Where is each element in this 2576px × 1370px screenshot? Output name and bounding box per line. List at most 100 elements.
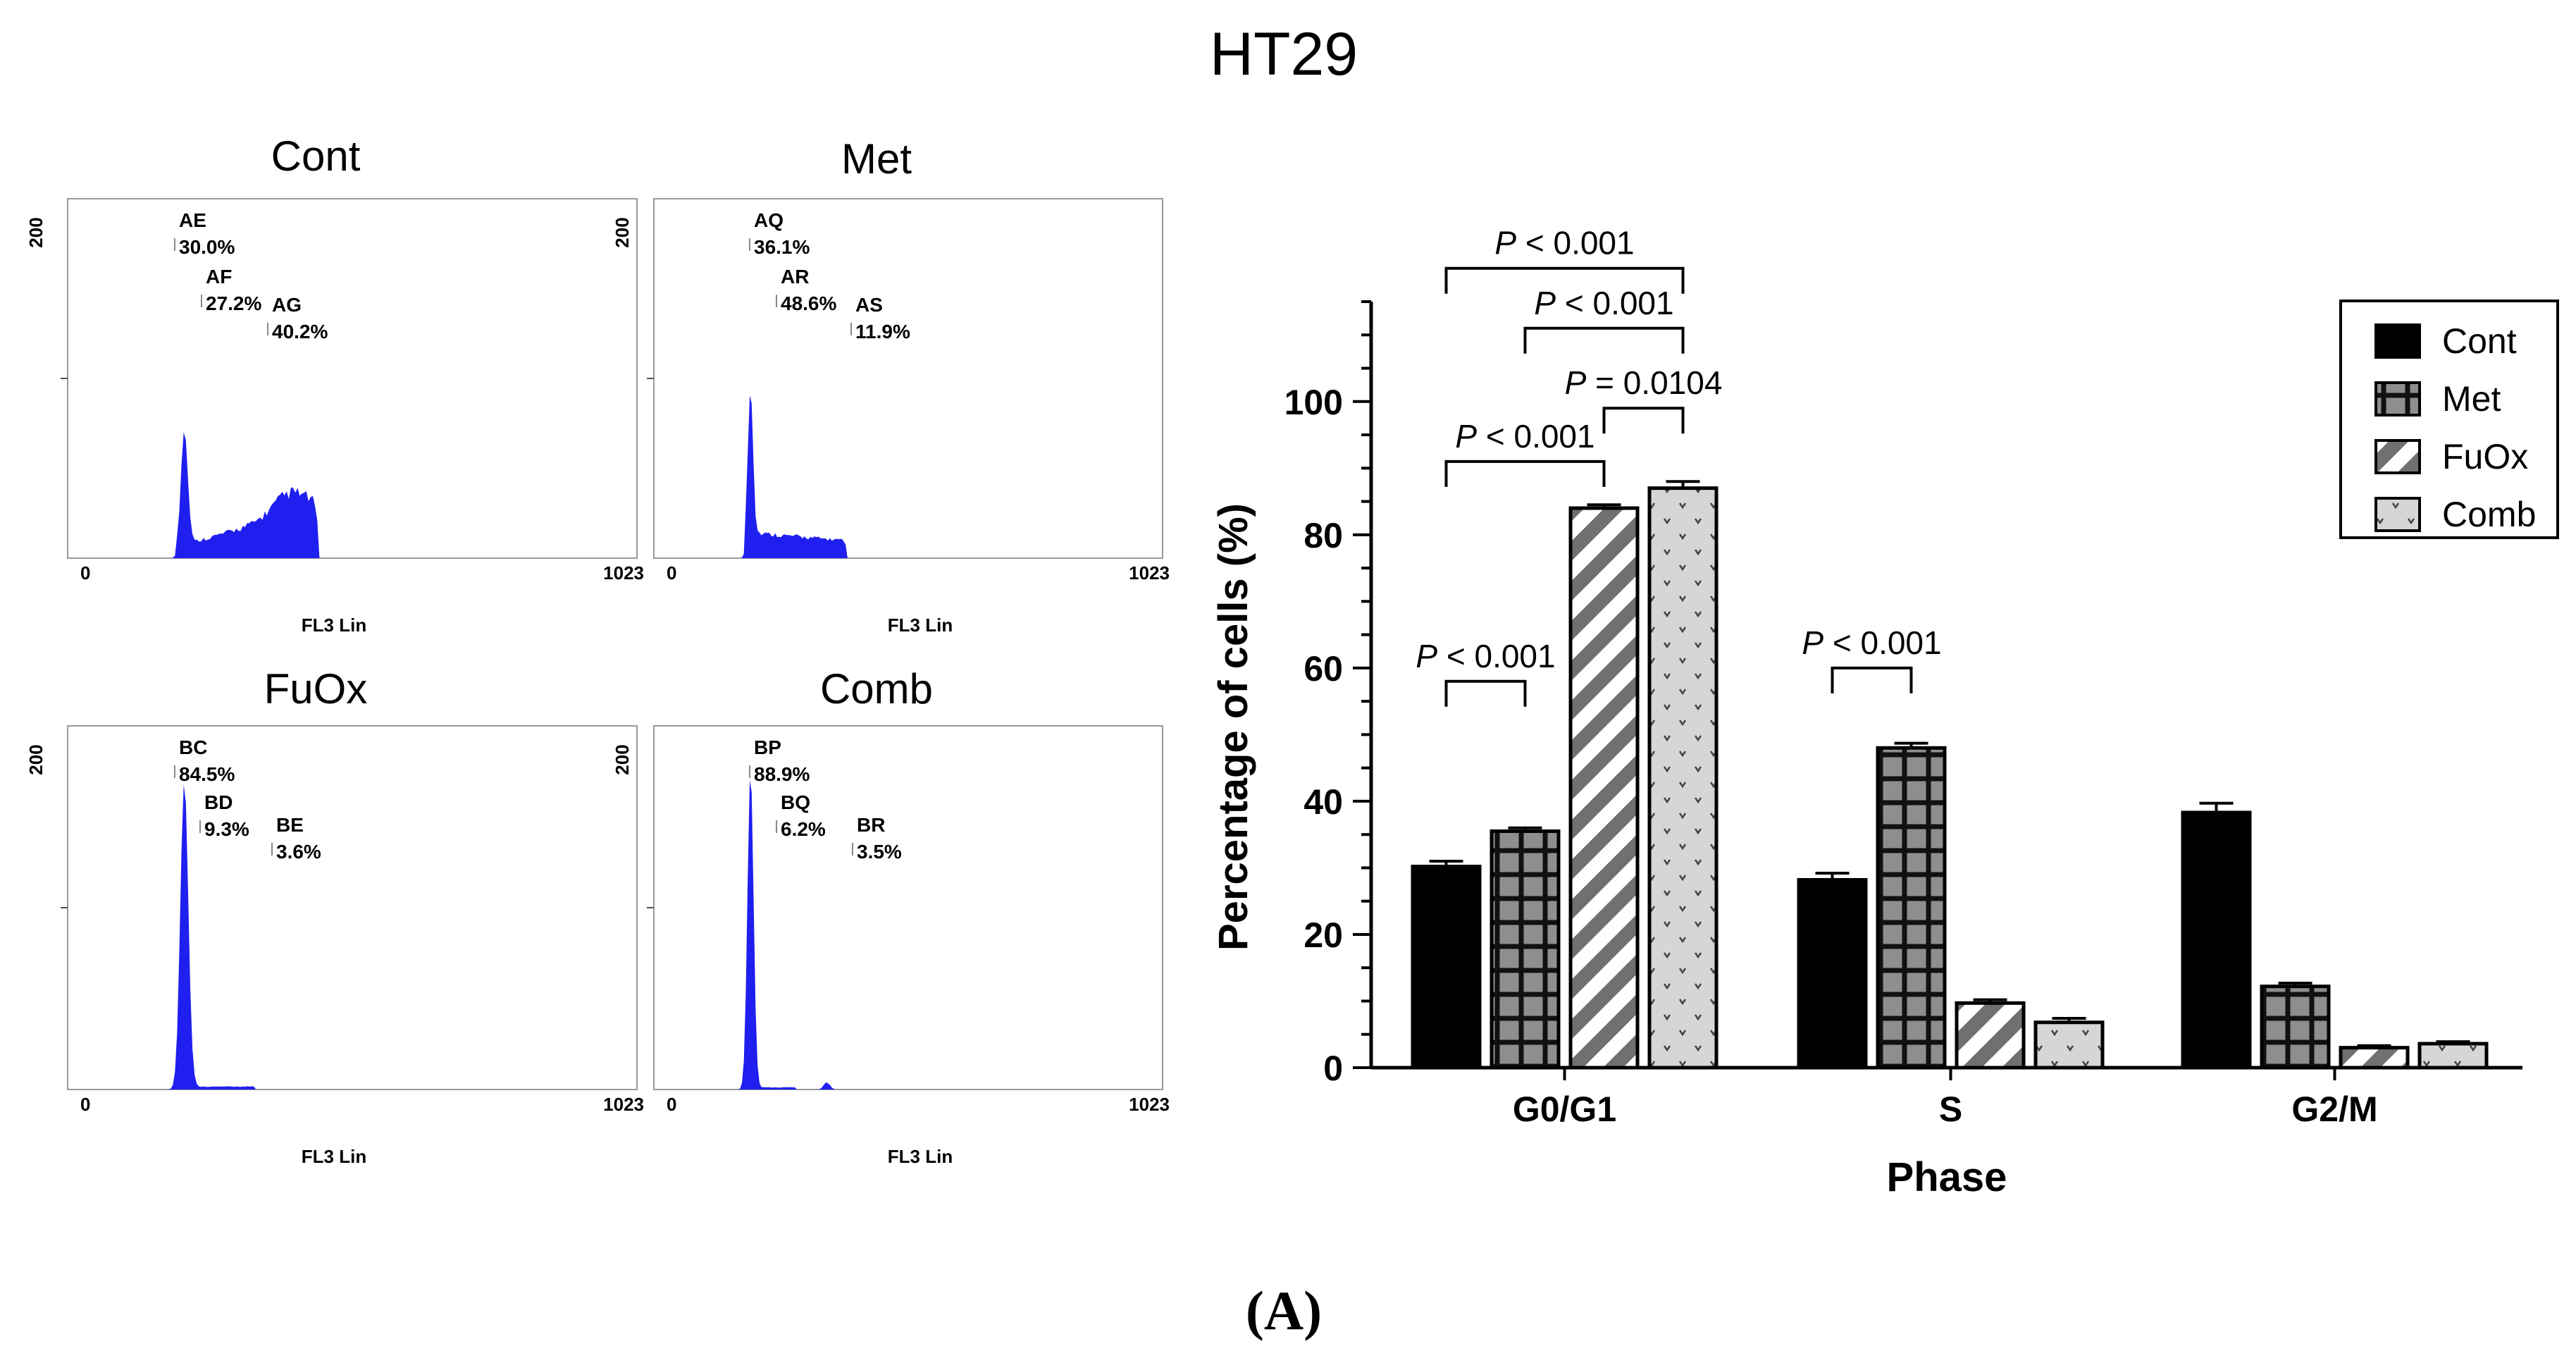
legend-label-comb: Comb <box>2442 495 2536 534</box>
significance-label: P < 0.001 <box>1534 285 1673 321</box>
histogram-panel-comb: Comb 200 BP 88.9% BQ 6.2% BR 3.5% 0 1023 FL3 Lin <box>612 665 1170 1167</box>
histogram-x-max-label: 1023 <box>1129 1094 1170 1115</box>
legend-swatch-fuox <box>2374 439 2421 474</box>
significance-label: P < 0.001 <box>1416 638 1555 674</box>
significance-bracket <box>1444 459 1606 487</box>
gate-percent: 3.5% <box>857 841 902 863</box>
significance-label: P < 0.001 <box>1455 418 1594 455</box>
gate-name: BR <box>857 814 885 836</box>
histogram-y-max-label: 200 <box>25 744 47 775</box>
y-tick-label: 20 <box>1304 915 1343 955</box>
legend-swatch-comb <box>2374 497 2421 532</box>
significance-bracket <box>1444 679 1527 707</box>
legend-swatch-cont <box>2374 323 2421 359</box>
significance-label: P = 0.0104 <box>1565 364 1723 401</box>
gate-name: AF <box>206 266 232 288</box>
gate-percent: 40.2% <box>272 321 328 342</box>
figure-caption: (A) <box>1246 1280 1322 1341</box>
x-tick-label: S <box>1939 1090 1962 1129</box>
histogram-x-max-label: 1023 <box>603 1094 644 1115</box>
x-tick-label: G0/G1 <box>1513 1090 1616 1129</box>
significance-label: P < 0.001 <box>1494 225 1634 261</box>
histogram-x-axis-label: FL3 Lin <box>888 615 953 636</box>
histogram-x-max-label: 1023 <box>1129 562 1170 584</box>
bar-cont-s <box>1797 877 1868 1070</box>
flow-cytometry-panels: Cont 200 AE 30.0% AF 27.2% AG 40.2% 0 1023 FL3 Lin… <box>25 132 1170 1167</box>
gate-name: BD <box>204 791 233 813</box>
gate-percent: 36.1% <box>754 236 810 258</box>
gate-percent: 9.3% <box>204 818 249 840</box>
y-axis-label: Percentage of cells (%) <box>1210 503 1256 951</box>
histogram-x-axis-label: FL3 Lin <box>888 1146 953 1167</box>
histogram-x-min-label: 0 <box>80 1094 90 1115</box>
chart-legend: Cont Met FuOx Comb <box>2339 300 2559 539</box>
x-axis-label: Phase <box>1887 1154 2007 1200</box>
cell-cycle-bar-chart: 0 20 40 60 80 100 Percentage of cells (%) Phase… <box>1210 225 2559 1200</box>
histogram-x-axis-label: FL3 Lin <box>302 615 366 636</box>
histogram-title: Met <box>841 135 912 183</box>
histogram-y-max-label: 200 <box>25 217 47 247</box>
histogram-x-axis-label: FL3 Lin <box>302 1146 366 1167</box>
gate-percent: 27.2% <box>206 292 261 314</box>
gate-percent: 11.9% <box>855 321 910 342</box>
histogram-panel-fuox: FuOx 200 BC 84.5% BD 9.3% BE 3.6% 0 1023 FL3 Lin <box>25 665 644 1167</box>
bar-comb-s <box>2033 1020 2105 1070</box>
bar-fuox-g2m <box>2339 1046 2410 1070</box>
histogram-panel-cont: Cont 200 AE 30.0% AF 27.2% AG 40.2% 0 1023 FL3 Lin <box>25 132 644 636</box>
gate-percent: 30.0% <box>179 236 235 258</box>
histogram-distribution <box>68 432 637 558</box>
gate-name: AR <box>781 266 809 288</box>
gate-name: BP <box>754 736 781 758</box>
bar-comb-g2m <box>2417 1042 2489 1070</box>
gate-name: AQ <box>754 209 784 231</box>
histogram-frame <box>67 725 638 1090</box>
y-tick-label: 40 <box>1304 782 1343 822</box>
histogram-x-max-label: 1023 <box>603 562 644 584</box>
y-tick-label: 60 <box>1304 649 1343 689</box>
histogram-title: Comb <box>820 665 933 712</box>
bar-comb-g0g1 <box>1647 486 1719 1070</box>
bar-cont-g0g1 <box>1411 865 1482 1070</box>
legend-label-cont: Cont <box>2442 321 2517 361</box>
legend-label-fuox: FuOx <box>2442 437 2528 476</box>
significance-bracket <box>1602 407 1685 434</box>
gate-percent: 3.6% <box>276 841 321 863</box>
histogram-y-max-label: 200 <box>612 217 633 247</box>
bar-met-s <box>1876 746 1947 1070</box>
histogram-panel-met: Met 200 AQ 36.1% AR 48.6% AS 11.9% 0 1023 FL3 Lin <box>612 135 1170 636</box>
figure-title: HT29 <box>1210 20 1358 88</box>
histogram-x-min-label: 0 <box>667 562 676 584</box>
gate-name: AE <box>179 209 206 231</box>
bar-cont-g2m <box>2181 810 2252 1070</box>
y-tick-label: 80 <box>1304 516 1343 555</box>
histogram-x-min-label: 0 <box>667 1094 676 1115</box>
significance-bracket <box>1831 666 1913 693</box>
y-tick-label: 100 <box>1284 383 1343 422</box>
histogram-distribution <box>68 784 637 1090</box>
significance-label: P < 0.001 <box>1802 624 1941 661</box>
bar-fuox-s <box>1955 1001 2026 1070</box>
significance-bracket <box>1444 266 1685 294</box>
gate-percent: 88.9% <box>754 763 810 785</box>
y-tick-label: 0 <box>1323 1049 1343 1088</box>
gate-name: AS <box>855 294 883 316</box>
legend-label-met: Met <box>2442 379 2501 419</box>
gate-name: BC <box>179 736 207 758</box>
bar-met-g0g1 <box>1490 829 1561 1070</box>
gate-name: BE <box>276 814 304 836</box>
bar-met-g2m <box>2260 985 2331 1070</box>
histogram-frame <box>653 725 1163 1090</box>
gate-percent: 84.5% <box>179 763 235 785</box>
histogram-x-min-label: 0 <box>80 562 90 584</box>
significance-bracket <box>1523 326 1685 354</box>
histogram-title: Cont <box>271 132 361 180</box>
gate-percent: 48.6% <box>781 292 836 314</box>
x-tick-label: G2/M <box>2291 1090 2377 1129</box>
gate-name: AG <box>272 294 302 316</box>
gate-percent: 6.2% <box>781 818 826 840</box>
histogram-y-max-label: 200 <box>612 744 633 775</box>
gate-name: BQ <box>781 791 810 813</box>
legend-swatch-met <box>2374 381 2421 416</box>
histogram-frame <box>653 198 1163 559</box>
